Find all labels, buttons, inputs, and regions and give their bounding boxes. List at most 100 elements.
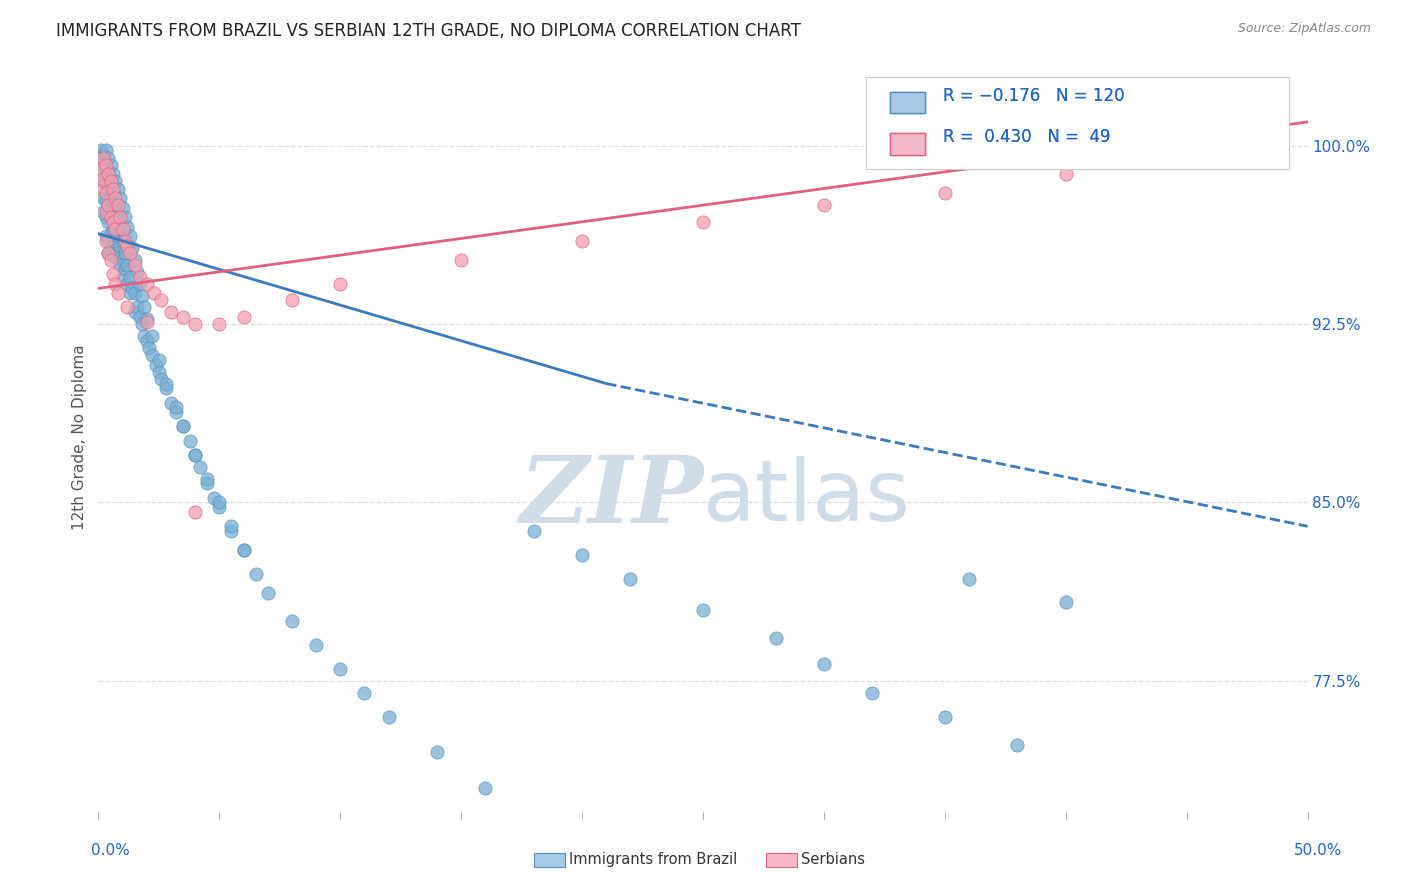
Point	[692, 215, 714, 229]
Point	[100, 227, 122, 241]
FancyBboxPatch shape	[866, 78, 1289, 169]
Point	[377, 709, 399, 723]
Point	[121, 281, 143, 295]
Point	[94, 234, 117, 248]
Text: Immigrants from Brazil: Immigrants from Brazil	[569, 853, 738, 867]
Point	[97, 151, 120, 165]
Point	[108, 258, 131, 272]
Point	[813, 657, 835, 672]
Point	[143, 286, 166, 301]
Text: IMMIGRANTS FROM BRAZIL VS SERBIAN 12TH GRADE, NO DIPLOMA CORRELATION CHART: IMMIGRANTS FROM BRAZIL VS SERBIAN 12TH G…	[56, 22, 801, 40]
Point	[208, 495, 231, 509]
Point	[281, 615, 304, 629]
Point	[957, 572, 980, 586]
Point	[91, 155, 114, 169]
Point	[124, 252, 146, 267]
Point	[104, 191, 127, 205]
Point	[204, 491, 226, 505]
Text: R =  0.430   N =  49: R = 0.430 N = 49	[943, 128, 1111, 146]
Point	[124, 258, 146, 272]
Point	[179, 434, 201, 448]
Point	[124, 286, 146, 301]
Point	[117, 277, 139, 291]
Point	[117, 258, 139, 272]
Point	[124, 305, 146, 319]
Point	[329, 277, 352, 291]
Point	[934, 709, 956, 723]
Point	[100, 174, 122, 188]
Point	[101, 205, 124, 219]
Point	[172, 419, 194, 434]
Point	[172, 310, 194, 324]
Point	[184, 448, 207, 462]
Point	[523, 524, 546, 538]
Point	[90, 162, 112, 177]
Point	[97, 167, 120, 181]
FancyBboxPatch shape	[890, 92, 925, 113]
Point	[135, 315, 157, 329]
Text: R =  0.430   N =  49: R = 0.430 N = 49	[943, 128, 1111, 146]
Point	[104, 174, 127, 188]
Point	[101, 215, 124, 229]
Point	[111, 222, 134, 236]
Point	[148, 352, 170, 367]
Point	[1054, 167, 1077, 181]
Point	[101, 181, 124, 195]
Point	[108, 210, 131, 224]
Point	[134, 301, 156, 315]
Point	[245, 566, 267, 581]
Point	[114, 210, 136, 224]
Point	[134, 329, 156, 343]
Point	[155, 376, 177, 391]
Point	[160, 395, 183, 409]
Point	[114, 262, 136, 277]
Point	[107, 229, 129, 244]
Point	[128, 269, 150, 284]
Point	[107, 245, 129, 260]
Point	[135, 277, 157, 291]
Point	[117, 219, 139, 234]
Point	[131, 288, 153, 302]
Point	[94, 205, 117, 219]
Point	[100, 244, 122, 258]
FancyBboxPatch shape	[890, 133, 925, 154]
Point	[100, 210, 122, 224]
Point	[118, 229, 141, 244]
Point	[150, 293, 173, 308]
Point	[108, 238, 131, 252]
Point	[107, 286, 129, 301]
Point	[97, 215, 120, 229]
Point	[107, 181, 129, 195]
Point	[94, 158, 117, 172]
Point	[101, 238, 124, 252]
Point	[172, 419, 194, 434]
Point	[111, 234, 134, 248]
Point	[141, 329, 163, 343]
Point	[221, 524, 243, 538]
Point	[97, 167, 120, 181]
Point	[111, 201, 134, 215]
Point	[111, 252, 134, 267]
Point	[104, 215, 127, 229]
Point	[111, 269, 134, 284]
Point	[221, 519, 243, 533]
Point	[128, 310, 150, 324]
Point	[426, 745, 449, 759]
Point	[208, 317, 231, 331]
Point	[813, 198, 835, 212]
Point	[195, 472, 218, 486]
Point	[148, 365, 170, 379]
Point	[104, 234, 127, 248]
Point	[692, 602, 714, 616]
Point	[329, 662, 352, 676]
Point	[619, 572, 641, 586]
Point	[127, 301, 149, 315]
Point	[100, 174, 122, 188]
Point	[100, 158, 122, 172]
Point	[91, 205, 114, 219]
Point	[474, 780, 496, 795]
Point	[104, 198, 127, 212]
Point	[100, 191, 122, 205]
Point	[114, 245, 136, 260]
Text: R = −0.176   N = 120: R = −0.176 N = 120	[943, 87, 1125, 104]
